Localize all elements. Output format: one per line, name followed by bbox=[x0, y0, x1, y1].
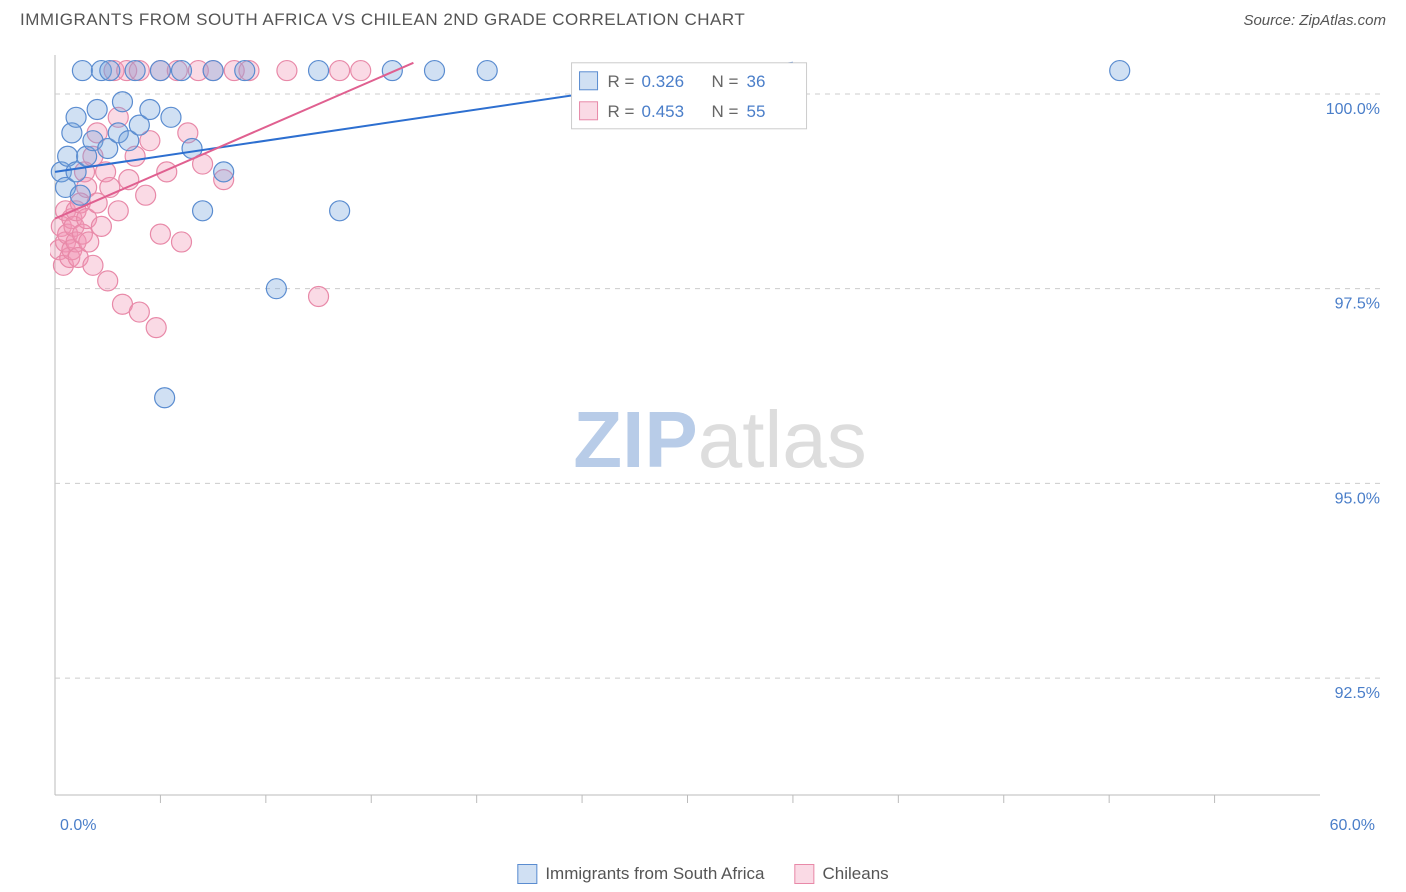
svg-text:36: 36 bbox=[747, 72, 766, 91]
svg-text:55: 55 bbox=[747, 102, 766, 121]
chart-header: IMMIGRANTS FROM SOUTH AFRICA VS CHILEAN … bbox=[0, 0, 1406, 35]
svg-text:N =: N = bbox=[712, 102, 739, 121]
chart-title: IMMIGRANTS FROM SOUTH AFRICA VS CHILEAN … bbox=[20, 10, 745, 30]
scatter-chart-svg: 100.0%97.5%95.0%92.5%0.0%60.0%2nd GradeR… bbox=[50, 50, 1390, 830]
svg-text:60.0%: 60.0% bbox=[1330, 817, 1375, 830]
svg-text:97.5%: 97.5% bbox=[1335, 296, 1380, 313]
legend-item-sa: Immigrants from South Africa bbox=[517, 864, 764, 884]
svg-text:95.0%: 95.0% bbox=[1335, 490, 1380, 507]
legend-label-sa: Immigrants from South Africa bbox=[545, 864, 764, 884]
svg-text:0.453: 0.453 bbox=[642, 102, 685, 121]
svg-text:92.5%: 92.5% bbox=[1335, 685, 1380, 702]
svg-text:0.0%: 0.0% bbox=[60, 817, 96, 830]
chart-container: 100.0%97.5%95.0%92.5%0.0%60.0%2nd GradeR… bbox=[50, 50, 1390, 830]
bottom-legend: Immigrants from South Africa Chileans bbox=[517, 864, 888, 884]
svg-text:R =: R = bbox=[608, 102, 635, 121]
legend-label-chileans: Chileans bbox=[823, 864, 889, 884]
svg-text:N =: N = bbox=[712, 72, 739, 91]
svg-text:R =: R = bbox=[608, 72, 635, 91]
legend-item-chileans: Chileans bbox=[795, 864, 889, 884]
svg-text:100.0%: 100.0% bbox=[1326, 101, 1380, 118]
legend-swatch-sa bbox=[517, 864, 537, 884]
legend-swatch-chileans bbox=[795, 864, 815, 884]
chart-source: Source: ZipAtlas.com bbox=[1243, 12, 1386, 29]
svg-text:0.326: 0.326 bbox=[642, 72, 685, 91]
